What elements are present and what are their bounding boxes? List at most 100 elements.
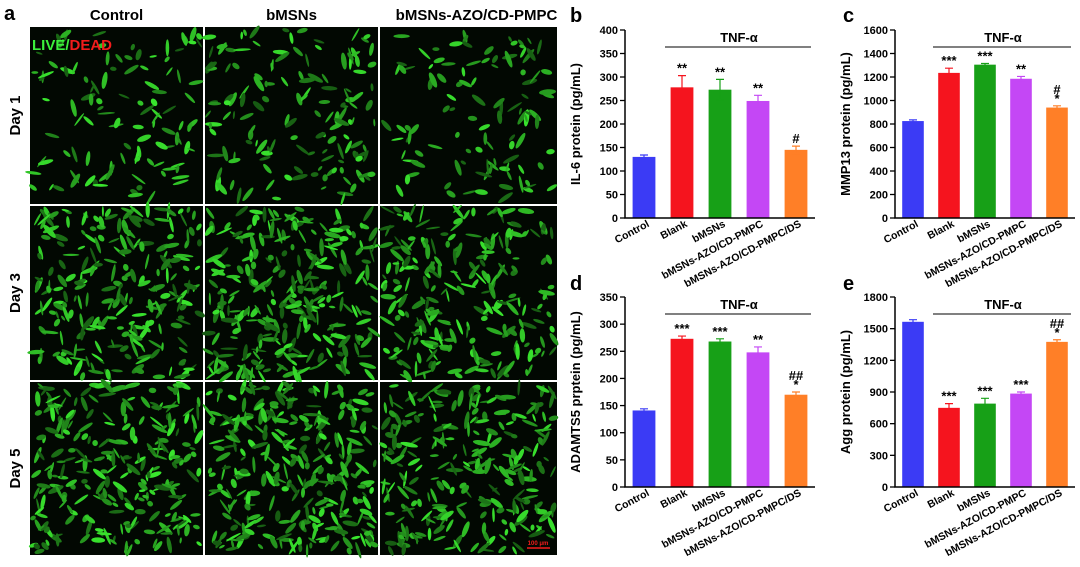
- cell: [242, 344, 248, 361]
- cell: [230, 524, 239, 531]
- cell: [469, 264, 480, 277]
- cell: [208, 489, 222, 493]
- cell: [262, 317, 276, 323]
- cell: [314, 498, 330, 506]
- column-header: Control: [90, 7, 143, 24]
- cell: [349, 102, 358, 109]
- micrograph: [379, 379, 559, 556]
- cell: [314, 44, 322, 51]
- cell: [484, 46, 494, 55]
- cell: [170, 455, 181, 459]
- cell: [431, 400, 443, 404]
- cell: [244, 528, 255, 535]
- cell: [380, 205, 395, 214]
- micrograph: [378, 203, 559, 383]
- cell: [370, 295, 379, 303]
- cell: [351, 304, 358, 318]
- cell: [390, 349, 403, 359]
- cell: [160, 532, 173, 535]
- cell: [512, 546, 517, 555]
- cell: [165, 267, 169, 284]
- cell: [124, 502, 135, 511]
- cell: [145, 201, 150, 218]
- cell: [517, 297, 521, 307]
- cell: [346, 437, 363, 446]
- cell: [207, 360, 215, 369]
- cell: [322, 148, 328, 154]
- cell: [123, 142, 132, 150]
- cell: [91, 353, 104, 362]
- cell: [521, 93, 529, 99]
- bar: [1046, 107, 1068, 218]
- axis: [894, 297, 1075, 488]
- cell: [464, 411, 470, 430]
- cell: [361, 259, 372, 264]
- cell: [351, 28, 360, 42]
- cell: [176, 69, 181, 84]
- cell: [113, 117, 121, 129]
- cell: [184, 92, 196, 104]
- cell: [183, 367, 195, 371]
- cell: [74, 113, 85, 126]
- cell: [530, 524, 535, 531]
- cell: [362, 276, 368, 286]
- cell: [485, 386, 491, 393]
- cell: [442, 105, 450, 113]
- cell: [505, 227, 512, 238]
- cell: [179, 212, 188, 227]
- row-header: Day 5: [7, 448, 24, 488]
- row-header: Day 3: [7, 273, 24, 313]
- cell: [533, 318, 545, 324]
- y-tick-label: 250: [600, 346, 618, 358]
- error-bar: [716, 78, 724, 101]
- cell: [379, 316, 395, 326]
- cell: [399, 472, 406, 482]
- cell: [393, 284, 403, 293]
- cell: [541, 350, 545, 357]
- bar: [1010, 78, 1032, 218]
- cell: [162, 404, 179, 409]
- cell: [154, 217, 171, 222]
- cell: [33, 543, 40, 550]
- cell: [484, 243, 493, 250]
- cell: [403, 370, 413, 383]
- cell: [244, 412, 254, 417]
- cell: [58, 397, 67, 411]
- cell: [363, 205, 374, 222]
- cell: [427, 144, 443, 150]
- cell: [409, 203, 416, 217]
- cell: [338, 159, 345, 164]
- cell: [101, 206, 104, 217]
- cell: [127, 192, 143, 198]
- cell: [491, 55, 499, 64]
- cell: [313, 388, 317, 397]
- cell: [288, 297, 297, 305]
- cell: [137, 482, 148, 491]
- cell: [321, 85, 338, 91]
- cell: [215, 452, 231, 462]
- cell: [518, 175, 524, 193]
- cell: [276, 533, 292, 541]
- cell: [186, 229, 190, 245]
- cell: [314, 110, 321, 118]
- cell: [549, 325, 555, 333]
- cell: [206, 153, 225, 158]
- cell: [137, 280, 151, 287]
- cell: [102, 412, 113, 423]
- cell: [404, 311, 410, 318]
- cell: [449, 41, 463, 47]
- cell: [52, 233, 68, 242]
- cell: [302, 216, 311, 224]
- y-tick-label: 50: [606, 455, 618, 467]
- cell: [350, 183, 357, 193]
- cell: [340, 249, 347, 265]
- cell: [445, 240, 451, 248]
- cell: [357, 484, 366, 489]
- scale-bar-label: 100 μm: [528, 541, 549, 547]
- cell: [125, 523, 132, 529]
- cell: [225, 546, 239, 551]
- cell: [127, 396, 136, 401]
- cell: [514, 413, 527, 419]
- cell: [47, 404, 60, 409]
- cell: [73, 343, 78, 359]
